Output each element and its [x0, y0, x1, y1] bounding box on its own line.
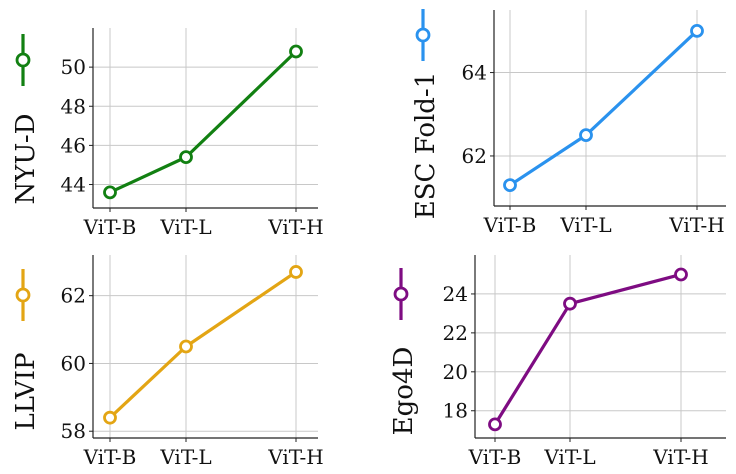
legend-marker [417, 29, 429, 41]
data-point [581, 130, 592, 141]
series-line-llvip [110, 272, 296, 418]
y-axis-label: Ego4D [389, 347, 419, 436]
x-tick-label: ViT-L [159, 445, 211, 469]
x-tick-label: ViT-B [468, 445, 522, 469]
y-tick-label: 22 [443, 321, 468, 345]
series-line-esc-fold-1 [510, 31, 697, 185]
chart-panel-nyu-d: 44 46 48 50 ViT-B ViT-L ViT-H NYU-D [11, 28, 324, 239]
x-tick-label: ViT-H [668, 213, 724, 237]
data-point [181, 341, 192, 352]
y-tick-label: 20 [443, 360, 468, 384]
x-tick-label: ViT-L [159, 215, 211, 239]
chart-panel-esc-fold-1: 62 64 ViT-B ViT-L ViT-H ESC Fold-1 [411, 9, 726, 237]
series-line-nyu-d [110, 51, 296, 192]
y-tick-label: 46 [61, 133, 86, 157]
y-tick-label: 58 [61, 419, 86, 443]
y-axis-label: NYU-D [11, 114, 41, 205]
legend-marker [17, 289, 29, 301]
y-tick-label: 24 [443, 282, 468, 306]
y-tick-label: 62 [61, 284, 86, 308]
data-point [505, 180, 516, 191]
y-axis-label: LLVIP [11, 353, 41, 431]
y-tick-label: 60 [61, 351, 86, 375]
data-point [490, 419, 501, 430]
data-point [565, 298, 576, 309]
data-point [692, 25, 703, 36]
y-tick-label: 62 [462, 144, 487, 168]
legend-marker [395, 288, 407, 300]
x-tick-label: ViT-L [559, 213, 611, 237]
data-point [676, 269, 687, 280]
data-point [181, 152, 192, 163]
y-tick-label: 64 [462, 61, 487, 85]
data-point [105, 412, 116, 423]
x-tick-label: ViT-B [83, 215, 137, 239]
series-line-ego4d [495, 274, 681, 424]
legend-marker [17, 54, 29, 66]
chart-panel-llvip: 58 60 62 ViT-B ViT-L ViT-H LLVIP [11, 255, 324, 469]
data-point [105, 187, 116, 198]
y-tick-label: 44 [61, 173, 86, 197]
y-tick-label: 18 [443, 399, 468, 423]
x-tick-label: ViT-H [267, 445, 323, 469]
y-tick-label: 50 [61, 55, 86, 79]
x-tick-label: ViT-B [483, 213, 537, 237]
x-tick-label: ViT-H [267, 215, 323, 239]
x-tick-label: ViT-B [83, 445, 137, 469]
chart-panel-ego4d: 18 20 22 24 ViT-B ViT-L ViT-H Ego4D [389, 255, 726, 469]
data-point [291, 266, 302, 277]
x-tick-label: ViT-H [652, 445, 708, 469]
y-axis-label: ESC Fold-1 [411, 72, 441, 220]
x-tick-label: ViT-L [543, 445, 595, 469]
y-tick-label: 48 [61, 94, 86, 118]
data-point [291, 46, 302, 57]
